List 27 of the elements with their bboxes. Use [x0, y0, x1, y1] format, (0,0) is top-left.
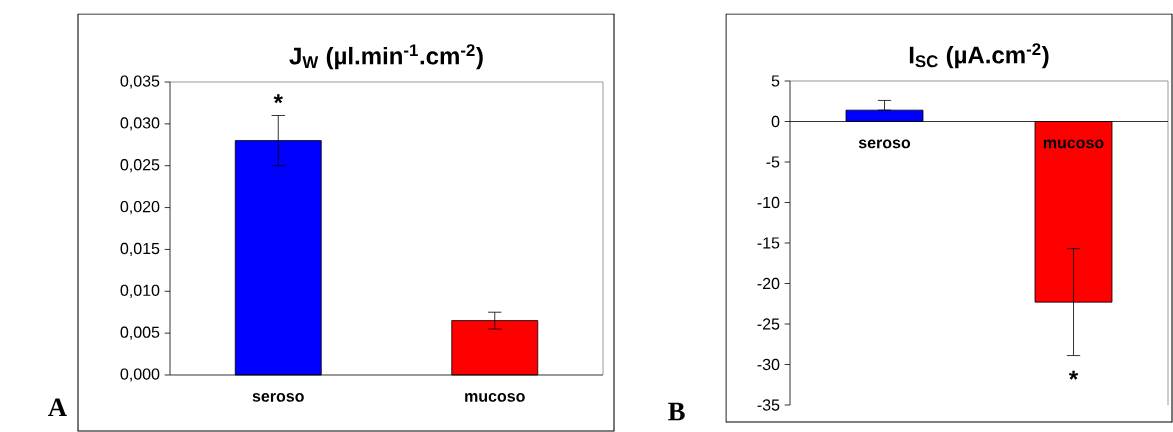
text: B	[668, 402, 685, 421]
y-tick-label: -30	[757, 358, 780, 371]
x-tick-label: seroso	[858, 139, 911, 149]
y-tick-label: 0,015	[120, 242, 160, 257]
y-tick-label: -20	[757, 277, 780, 290]
y-tick-label: 0,000	[120, 368, 160, 382]
x-tick-label: mucoso	[465, 393, 525, 402]
y-tick-label: -5	[766, 156, 780, 168]
y-tick-label: -10	[757, 196, 780, 209]
y-tick-label: 0,025	[120, 159, 160, 173]
y-tick-label: 5	[771, 75, 780, 87]
y-tick-label: 0	[771, 115, 780, 128]
y-tick-label: 0,010	[120, 284, 160, 298]
chart-title: J$_{W}$ (µl.min$^{-1}$.cm$^{-2}$)	[289, 44, 483, 70]
annotation: *	[273, 94, 283, 104]
y-tick-label: 0,020	[120, 200, 160, 215]
text: A	[48, 398, 67, 417]
y-tick-label: -25	[757, 318, 780, 330]
y-tick-label: -35	[757, 399, 780, 411]
y-tick-label: 0,030	[120, 117, 160, 131]
y-tick-label: -15	[757, 237, 780, 249]
x-tick-label: mucoso	[1043, 139, 1104, 149]
y-tick-label: 0,005	[120, 326, 160, 340]
chart-title: I$_{SC}$ (µA.cm$^{-2}$)	[909, 43, 1049, 69]
annotation: *	[1068, 370, 1079, 380]
y-tick-label: 0,035	[120, 75, 160, 89]
x-tick-label: seroso	[252, 393, 304, 402]
